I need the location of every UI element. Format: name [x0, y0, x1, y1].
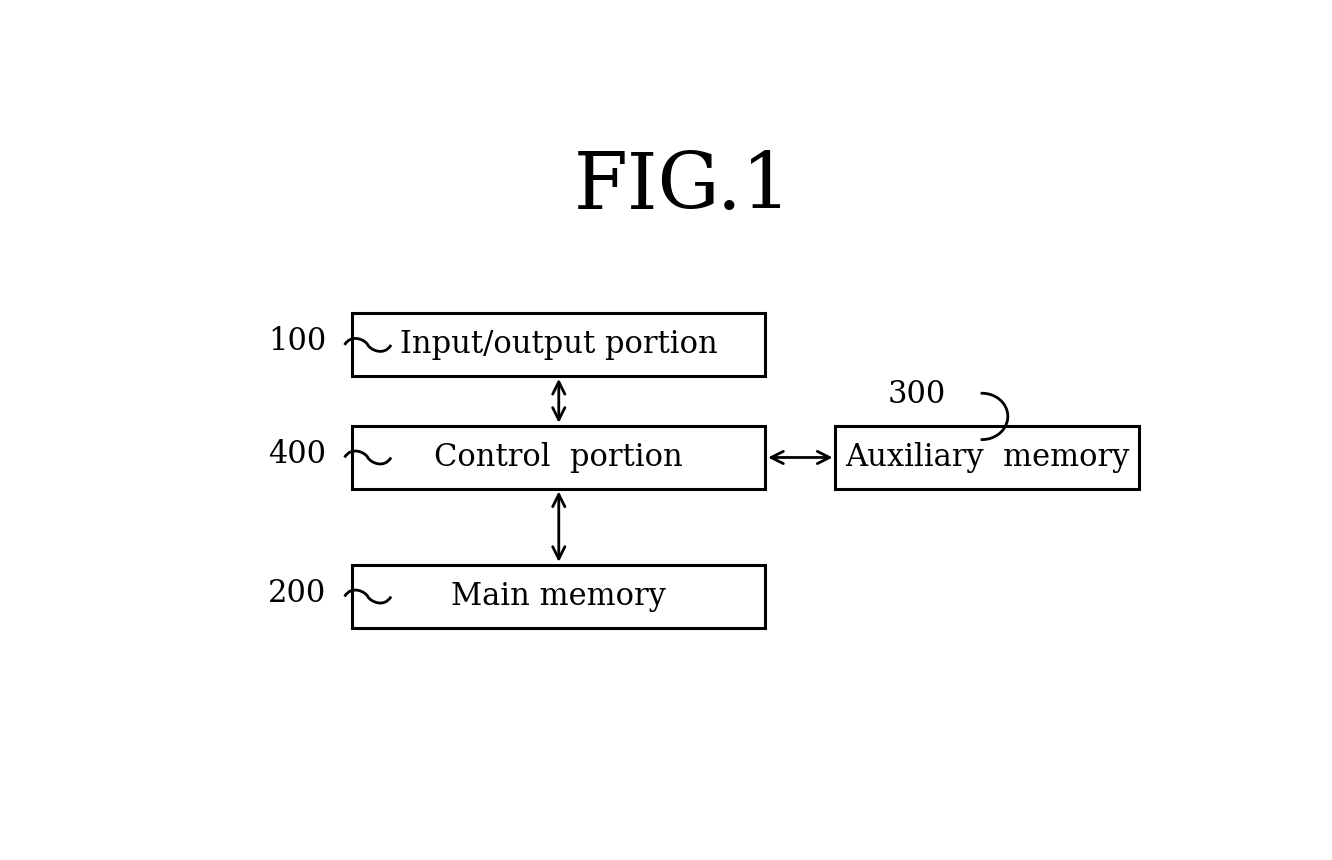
Text: 200: 200 — [268, 578, 326, 609]
Bar — [352, 565, 765, 628]
Text: Main memory: Main memory — [452, 581, 666, 612]
Text: 300: 300 — [887, 379, 946, 410]
Bar — [352, 313, 765, 377]
Text: 400: 400 — [269, 439, 326, 470]
Text: Control  portion: Control portion — [434, 442, 683, 473]
Text: Input/output portion: Input/output portion — [400, 329, 718, 360]
Text: FIG.1: FIG.1 — [574, 150, 791, 225]
Text: Auxiliary  memory: Auxiliary memory — [844, 442, 1130, 473]
Bar — [352, 426, 765, 489]
Text: 100: 100 — [268, 326, 326, 357]
Bar — [835, 426, 1139, 489]
